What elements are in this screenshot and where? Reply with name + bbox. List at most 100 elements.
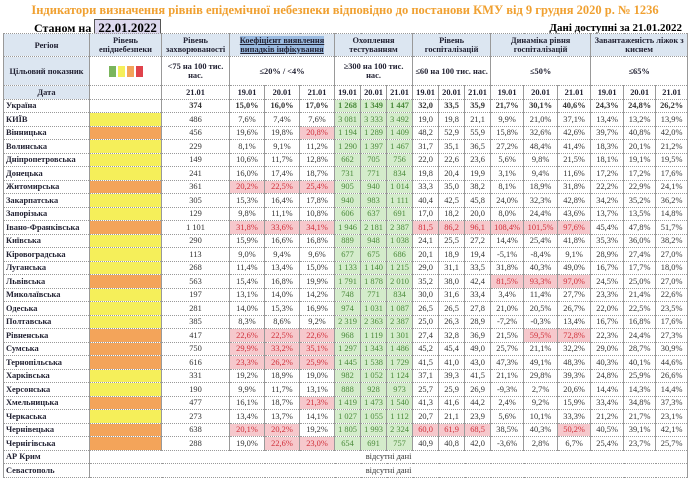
indicator-value: -5,1% bbox=[490, 247, 525, 262]
indicator-value: 38,0 bbox=[438, 274, 466, 289]
level-indicator bbox=[89, 260, 162, 275]
indicator-value: 18,3% bbox=[590, 139, 625, 154]
indicator-value: 11,4% bbox=[523, 287, 559, 302]
incidence-value: 268 bbox=[161, 260, 230, 275]
indicator-value: 1 447 bbox=[386, 98, 414, 113]
header-oxygen: Завантаженість ліжок з киснем bbox=[590, 33, 689, 57]
level-swatch bbox=[108, 65, 116, 77]
indicator-value: 23,5% bbox=[655, 301, 689, 316]
indicator-value: 37,1 bbox=[412, 368, 440, 383]
indicator-value: 19,4 bbox=[464, 247, 492, 262]
table-row: Івано-Франківська 1 101 31,8% 33,6% 34,1% 1 9… bbox=[3, 220, 689, 235]
indicator-value: 8,1% bbox=[229, 139, 265, 154]
table-row: Житомирська 361 20,2% 22,5% 25,4% 905 940 1 014… bbox=[3, 179, 689, 194]
indicator-value: 40,4 bbox=[412, 193, 440, 208]
indicator-value: 25,4% bbox=[298, 179, 336, 194]
table-row: Дніпропетровська 149 10,6% 11,7% 12,8% 662 705… bbox=[3, 152, 689, 167]
indicator-value: 72,8% bbox=[557, 328, 592, 343]
indicator-value: 20,2% bbox=[264, 422, 300, 437]
table-row: Рівненська 417 22,6% 22,5% 22,6% 968 1 119 1 30… bbox=[3, 328, 689, 343]
table-row: Кіровоградська 113 9,0% 9,4% 9,6% 677 675 686 20… bbox=[3, 247, 689, 262]
indicator-value: 31,7 bbox=[412, 139, 440, 154]
indicators-table: Регіон Рівень епіднебезпеки Рівень захво… bbox=[3, 33, 689, 478]
indicator-value: 757 bbox=[386, 436, 414, 451]
indicator-value: 21,2% bbox=[655, 139, 689, 154]
region-name: Кіровоградська bbox=[3, 247, 90, 262]
indicator-value: 21,7% bbox=[623, 409, 657, 424]
table-row: Львівська 563 15,4% 16,8% 19,9% 1 791 1 878 2 0… bbox=[3, 274, 689, 289]
indicator-value: 19,9% bbox=[298, 274, 336, 289]
indicator-value: 22,2% bbox=[590, 179, 625, 194]
indicator-value: 49,0% bbox=[557, 260, 592, 275]
indicator-value: 928 bbox=[360, 382, 388, 397]
indicator-value: 27,4 bbox=[412, 328, 440, 343]
indicator-value: 49,1% bbox=[523, 355, 559, 370]
indicator-value: 20,8% bbox=[298, 125, 336, 140]
indicator-value: 41,8% bbox=[557, 233, 592, 248]
region-name: Закарпатська bbox=[3, 193, 90, 208]
region-name: Херсонська bbox=[3, 382, 90, 397]
indicator-value: 3 333 bbox=[360, 112, 388, 127]
indicator-value: 38,5% bbox=[490, 422, 525, 437]
table-row: Запорізька 129 9,8% 11,1% 10,8% 606 637 691 17,0… bbox=[3, 206, 689, 221]
indicator-value: 23,1% bbox=[655, 409, 689, 424]
level-indicator bbox=[89, 382, 162, 397]
indicator-value: 5,6% bbox=[490, 409, 525, 424]
indicator-value: 731 bbox=[334, 166, 362, 181]
indicator-value: 17,8% bbox=[298, 193, 336, 208]
level-indicator bbox=[89, 220, 162, 235]
indicator-value: 2 387 bbox=[386, 220, 414, 235]
level-swatch bbox=[135, 65, 143, 77]
region-name: Полтавська bbox=[3, 314, 90, 329]
indicator-value: 19,1% bbox=[623, 152, 657, 167]
indicator-value: 16,8% bbox=[264, 274, 300, 289]
indicator-value: 22,5% bbox=[623, 301, 657, 316]
incidence-value: 477 bbox=[161, 395, 230, 410]
indicator-value: 24,4% bbox=[623, 328, 657, 343]
indicator-value: 20,1 bbox=[412, 247, 440, 262]
region-name: Харківська bbox=[3, 368, 90, 383]
target-coef: ≤20% / <4% bbox=[228, 56, 336, 86]
date-incidence: 21.01 bbox=[161, 85, 230, 100]
indicator-value: 27,3% bbox=[655, 328, 689, 343]
table-row: Вінницька 456 19,6% 19,8% 20,8% 1 194 1 289 1 4… bbox=[3, 125, 689, 140]
indicator-value: 654 bbox=[334, 436, 362, 451]
indicator-value: 43,0 bbox=[464, 355, 492, 370]
indicator-value: 25,5 bbox=[438, 233, 466, 248]
indicator-value: -9,3% bbox=[490, 382, 525, 397]
indicator-value: 50,2% bbox=[557, 422, 592, 437]
indicator-value: 20,2% bbox=[229, 179, 265, 194]
indicator-value: -8,4% bbox=[523, 247, 559, 262]
table-row: Севастополь відсутні дані bbox=[3, 463, 689, 478]
indicator-value: 1 112 bbox=[386, 409, 414, 424]
indicator-value: 21,1 bbox=[464, 112, 492, 127]
indicator-value: 16,0% bbox=[264, 98, 300, 113]
indicator-value: 42,5 bbox=[438, 193, 466, 208]
table-row: Полтавська 385 8,3% 8,6% 9,2% 2 319 2 363 2 387… bbox=[3, 314, 689, 329]
region-name: КИЇВ bbox=[3, 112, 90, 127]
indicator-value: 15,4% bbox=[229, 274, 265, 289]
header-level: Рівень епіднебезпеки bbox=[89, 33, 162, 57]
indicator-value: 17,2% bbox=[623, 166, 657, 181]
indicator-value: 20,0 bbox=[464, 206, 492, 221]
indicator-value: 9,2% bbox=[523, 395, 559, 410]
indicator-value: 21,4% bbox=[623, 287, 657, 302]
as-of: Станом на 22.01.2022 bbox=[34, 19, 161, 37]
indicator-value: 10,8% bbox=[298, 206, 336, 221]
indicator-value: 17,6% bbox=[655, 166, 689, 181]
indicator-value: 11,7% bbox=[264, 152, 300, 167]
indicator-value: 834 bbox=[386, 166, 414, 181]
indicator-value: 42,0 bbox=[464, 436, 492, 451]
indicator-value: 96,1 bbox=[464, 220, 492, 235]
indicator-value: 14,0% bbox=[264, 287, 300, 302]
indicator-value: 11,2% bbox=[298, 139, 336, 154]
indicator-value: 13,7% bbox=[264, 409, 300, 424]
incidence-value: 190 bbox=[161, 382, 230, 397]
indicator-value: 22,0 bbox=[412, 152, 440, 167]
incidence-value: 456 bbox=[161, 125, 230, 140]
indicator-value: 7,4% bbox=[264, 112, 300, 127]
indicator-value: 23,9 bbox=[464, 409, 492, 424]
indicator-value: 26,3 bbox=[438, 314, 466, 329]
indicator-value: 1 215 bbox=[386, 260, 414, 275]
indicator-value: 15,8% bbox=[490, 125, 525, 140]
